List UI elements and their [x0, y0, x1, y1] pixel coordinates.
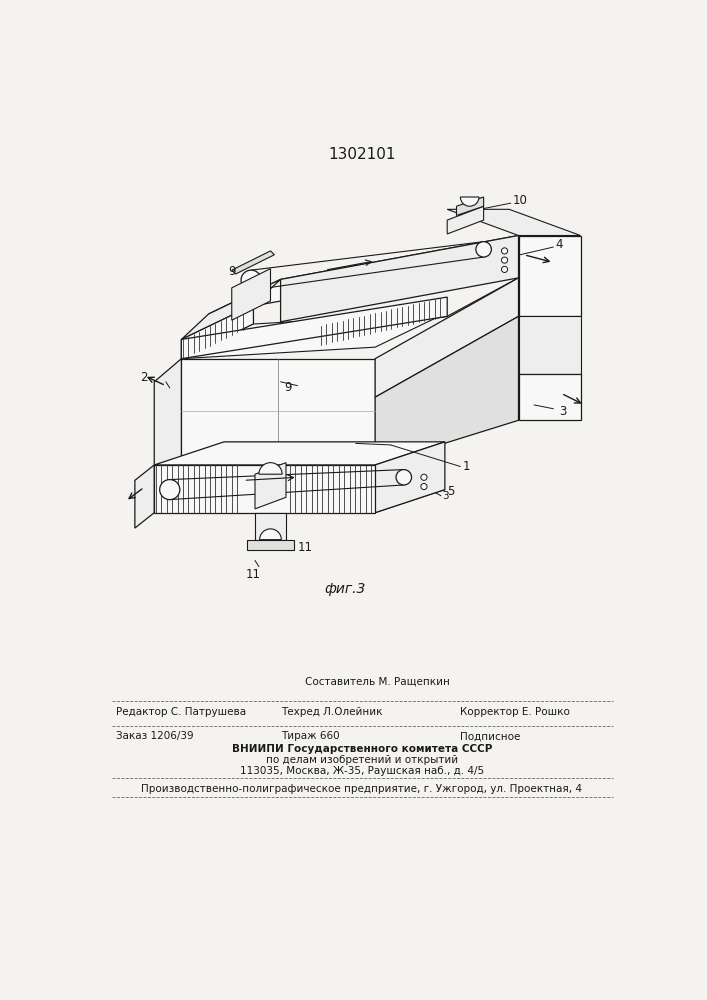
Polygon shape: [518, 374, 580, 420]
Polygon shape: [135, 465, 154, 528]
Circle shape: [160, 480, 180, 500]
Circle shape: [421, 483, 427, 490]
Text: 1302101: 1302101: [328, 147, 396, 162]
Text: 9: 9: [228, 265, 235, 278]
Text: 11: 11: [246, 568, 261, 581]
Text: 11: 11: [298, 541, 312, 554]
Polygon shape: [182, 279, 281, 339]
Polygon shape: [255, 463, 286, 509]
Polygon shape: [182, 305, 253, 359]
Text: 3: 3: [443, 491, 449, 501]
Text: 5: 5: [448, 485, 455, 498]
Text: Тираж 660: Тираж 660: [281, 731, 339, 741]
Polygon shape: [182, 297, 448, 359]
Polygon shape: [448, 209, 580, 235]
Text: по делам изобретений и открытий: по делам изобретений и открытий: [266, 755, 458, 765]
Polygon shape: [375, 278, 518, 397]
Text: 2: 2: [141, 371, 148, 384]
Polygon shape: [154, 490, 445, 513]
Polygon shape: [247, 540, 293, 550]
Text: Редактор С. Патрушева: Редактор С. Патрушева: [115, 707, 245, 717]
Text: 3: 3: [559, 405, 566, 418]
Wedge shape: [460, 197, 479, 206]
Circle shape: [396, 470, 411, 485]
Circle shape: [501, 248, 508, 254]
Wedge shape: [259, 463, 282, 474]
Polygon shape: [209, 235, 518, 314]
Polygon shape: [518, 235, 580, 316]
Text: 1: 1: [462, 460, 470, 473]
Polygon shape: [182, 312, 448, 359]
Text: 113035, Москва, Ж-35, Раушская наб., д. 4/5: 113035, Москва, Ж-35, Раушская наб., д. …: [240, 766, 484, 776]
Circle shape: [421, 474, 427, 480]
Polygon shape: [518, 316, 580, 374]
Polygon shape: [154, 359, 182, 488]
Polygon shape: [232, 251, 274, 274]
Polygon shape: [375, 442, 445, 513]
Text: Техред Л.Олейник: Техред Л.Олейник: [281, 707, 382, 717]
Text: 9: 9: [285, 381, 292, 394]
Polygon shape: [281, 235, 518, 322]
Text: Подписное: Подписное: [460, 731, 521, 741]
Circle shape: [501, 257, 508, 263]
Text: Производственно-полиграфическое предприятие, г. Ужгород, ул. Проектная, 4: Производственно-полиграфическое предприя…: [141, 784, 583, 794]
Polygon shape: [448, 206, 484, 234]
Polygon shape: [255, 513, 286, 540]
Text: ВНИИПИ Государственного комитета СССР: ВНИИПИ Государственного комитета СССР: [232, 744, 492, 754]
Text: 10: 10: [513, 194, 528, 207]
Text: Заказ 1206/39: Заказ 1206/39: [115, 731, 193, 741]
Circle shape: [476, 242, 491, 257]
Polygon shape: [182, 359, 375, 465]
Text: Корректор Е. Рошко: Корректор Е. Рошко: [460, 707, 571, 717]
Polygon shape: [457, 197, 484, 215]
Polygon shape: [375, 316, 518, 465]
Polygon shape: [232, 269, 271, 320]
Text: фиг.3: фиг.3: [325, 582, 366, 596]
Polygon shape: [154, 442, 445, 465]
Text: 4: 4: [555, 238, 563, 251]
Circle shape: [501, 266, 508, 272]
Text: Составитель М. Ращепкин: Составитель М. Ращепкин: [305, 677, 450, 687]
Wedge shape: [259, 529, 281, 540]
Circle shape: [241, 270, 261, 290]
Polygon shape: [154, 465, 375, 513]
